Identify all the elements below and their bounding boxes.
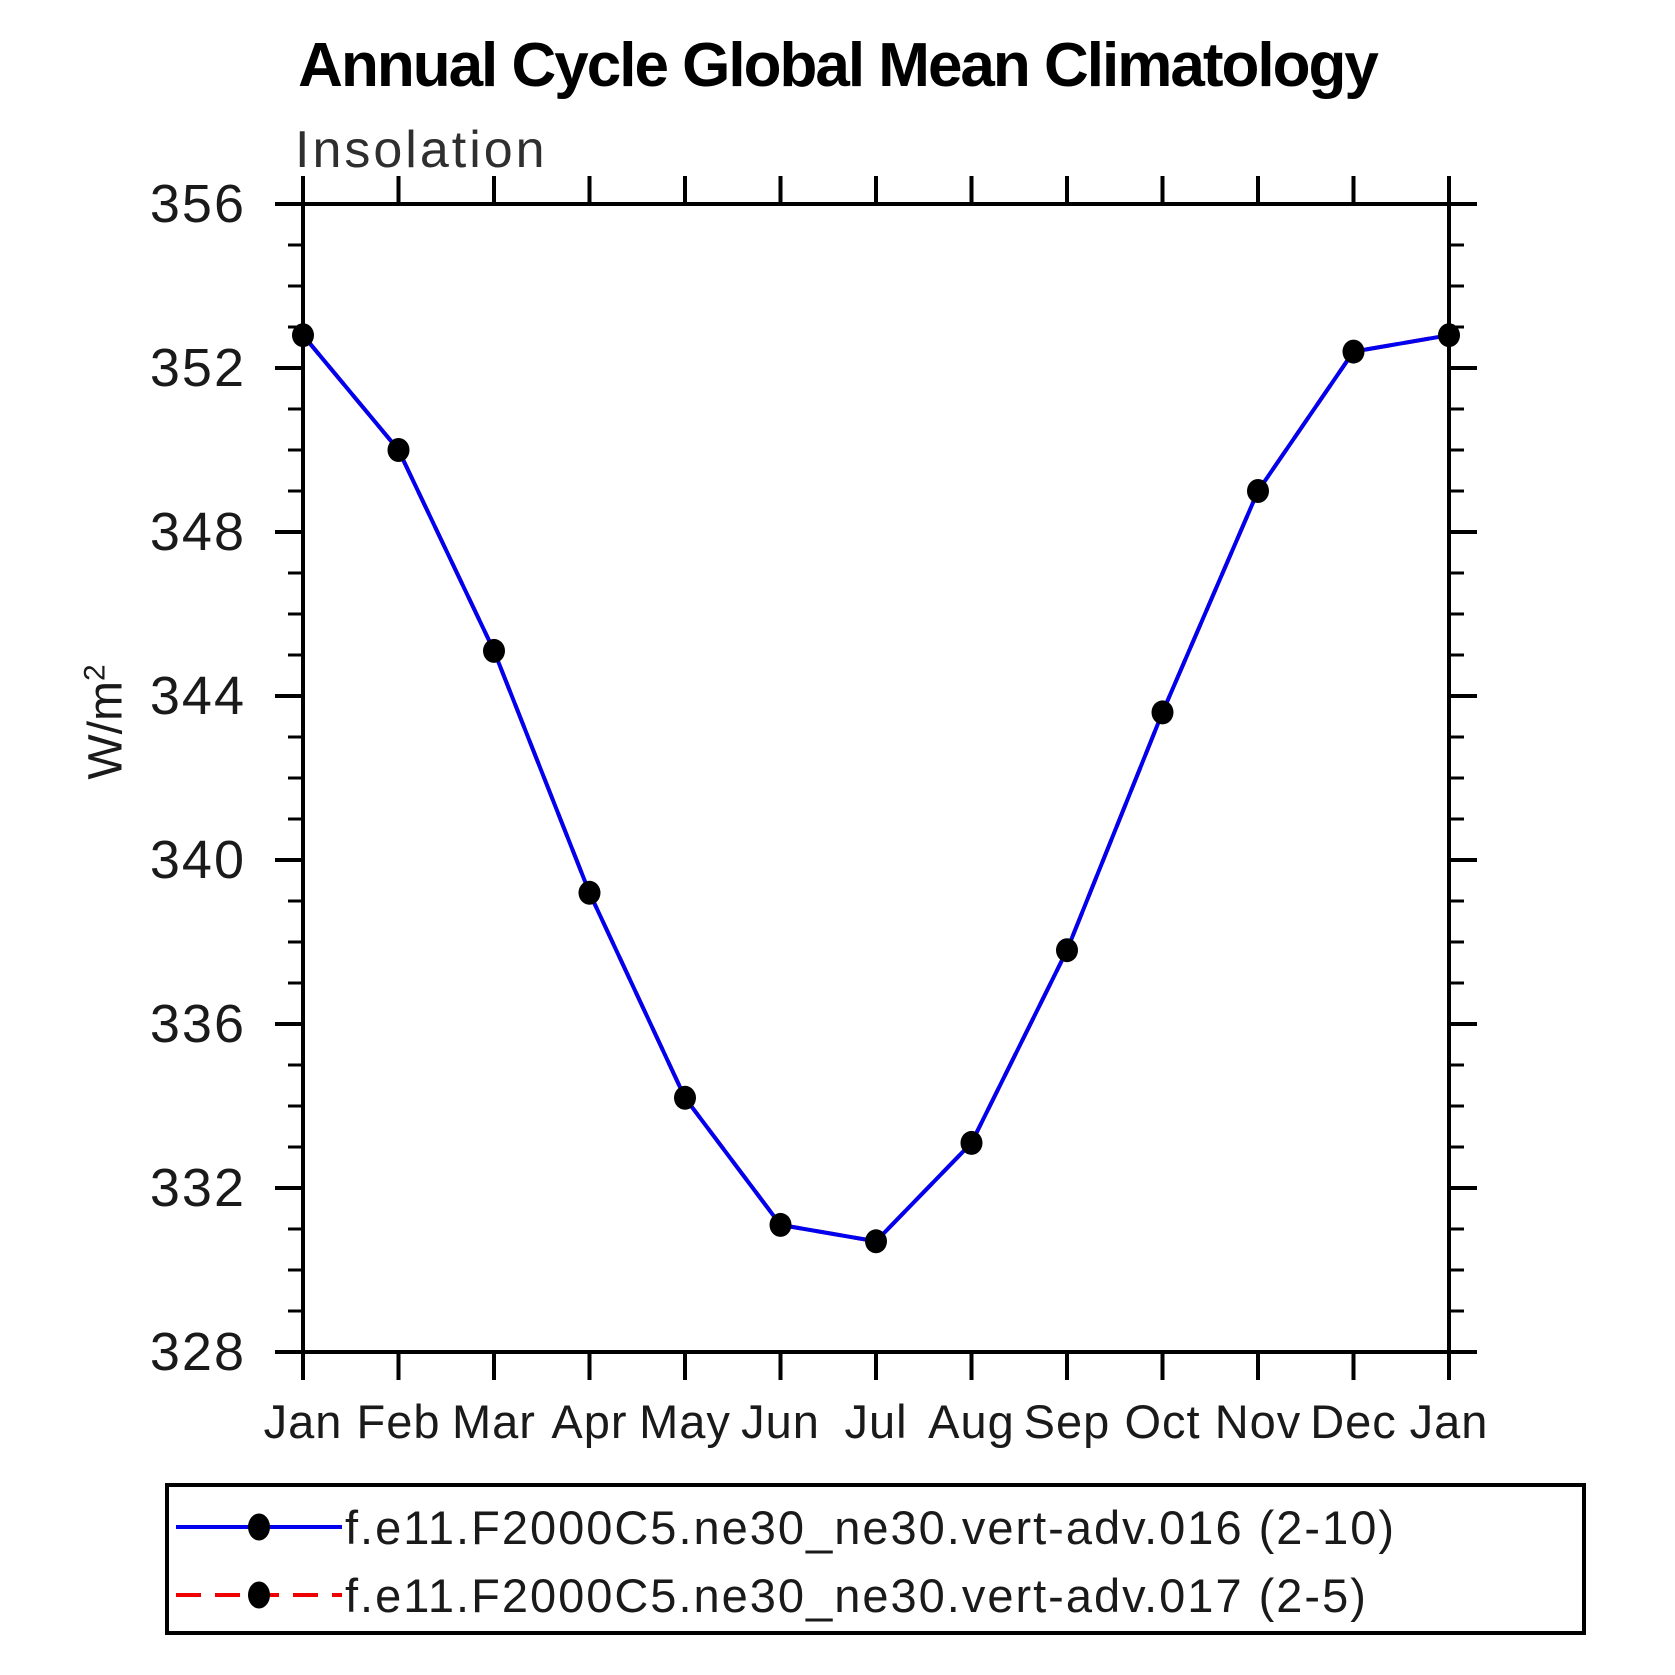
legend-sample-line-solid	[176, 1513, 342, 1541]
x-tick-label: Sep	[1024, 1395, 1111, 1448]
data-point-marker	[578, 880, 601, 905]
y-axis-ticks	[275, 202, 1477, 1354]
data-point-marker	[387, 438, 410, 462]
data-point-marker	[1151, 700, 1174, 725]
y-tick-label: 352	[150, 338, 246, 398]
data-markers	[292, 323, 1460, 1254]
legend-label: f.e11.F2000C5.ne30_ne30.vert-adv.016 (2-…	[345, 1500, 1397, 1554]
chart-title: Annual Cycle Global Mean Climatology	[298, 31, 1379, 100]
data-point-marker	[292, 323, 314, 348]
data-point-marker	[483, 638, 505, 663]
x-tick-label: Apr	[551, 1395, 627, 1448]
x-tick-label: Jul	[844, 1395, 907, 1448]
y-tick-label: 336	[150, 994, 246, 1054]
y-tick-label: 332	[150, 1158, 246, 1218]
x-tick-label: Dec	[1310, 1395, 1397, 1448]
legend-box: f.e11.F2000C5.ne30_ne30.vert-adv.016 (2-…	[165, 1483, 1586, 1635]
x-tick-label: Oct	[1124, 1395, 1200, 1448]
x-tick-label: Aug	[928, 1395, 1015, 1448]
y-tick-label: 356	[150, 174, 246, 234]
x-tick-label: May	[639, 1395, 731, 1448]
legend-entry-0: f.e11.F2000C5.ne30_ne30.vert-adv.016 (2-…	[176, 1493, 1396, 1561]
legend-sample-line-dashed	[176, 1581, 342, 1609]
legend-label: f.e11.F2000C5.ne30_ne30.vert-adv.017 (2-…	[345, 1568, 1368, 1622]
data-line-blue-solid	[301, 333, 1450, 1244]
data-point-marker	[769, 1212, 792, 1237]
x-tick-label: Jan	[1410, 1395, 1489, 1448]
plot-box	[301, 202, 1451, 1354]
x-axis-labels: Jan Feb Mar Apr May Jun Jul Aug Sep Oct Nov Dec Jan	[264, 1395, 1489, 1448]
data-point-marker	[1342, 339, 1365, 364]
data-point-marker	[865, 1229, 887, 1254]
legend-marker-icon	[248, 1513, 270, 1541]
data-point-marker	[960, 1130, 983, 1155]
x-tick-label: Jun	[741, 1395, 820, 1448]
data-line-red-dashed	[301, 333, 1450, 1244]
legend-entry-1: f.e11.F2000C5.ne30_ne30.vert-adv.017 (2-…	[176, 1561, 1368, 1629]
data-point-marker	[674, 1085, 696, 1110]
x-tick-label: Feb	[357, 1395, 441, 1448]
data-point-marker	[1438, 323, 1460, 348]
x-axis-ticks	[301, 176, 1451, 1380]
legend-marker-icon	[248, 1581, 270, 1609]
y-tick-label: 348	[150, 502, 246, 562]
x-tick-label: Mar	[452, 1395, 536, 1448]
y-tick-label: 328	[150, 1322, 246, 1382]
x-tick-label: Jan	[264, 1395, 343, 1448]
data-point-marker	[1247, 479, 1269, 503]
x-tick-label: Nov	[1215, 1395, 1302, 1448]
data-point-marker	[1056, 938, 1078, 963]
y-tick-label: 344	[150, 666, 246, 726]
panel-label: Insolation	[295, 121, 548, 179]
y-tick-label: 340	[150, 830, 246, 890]
y-axis-labels: 328 332 336 340 344 348 352 356	[150, 174, 246, 1382]
